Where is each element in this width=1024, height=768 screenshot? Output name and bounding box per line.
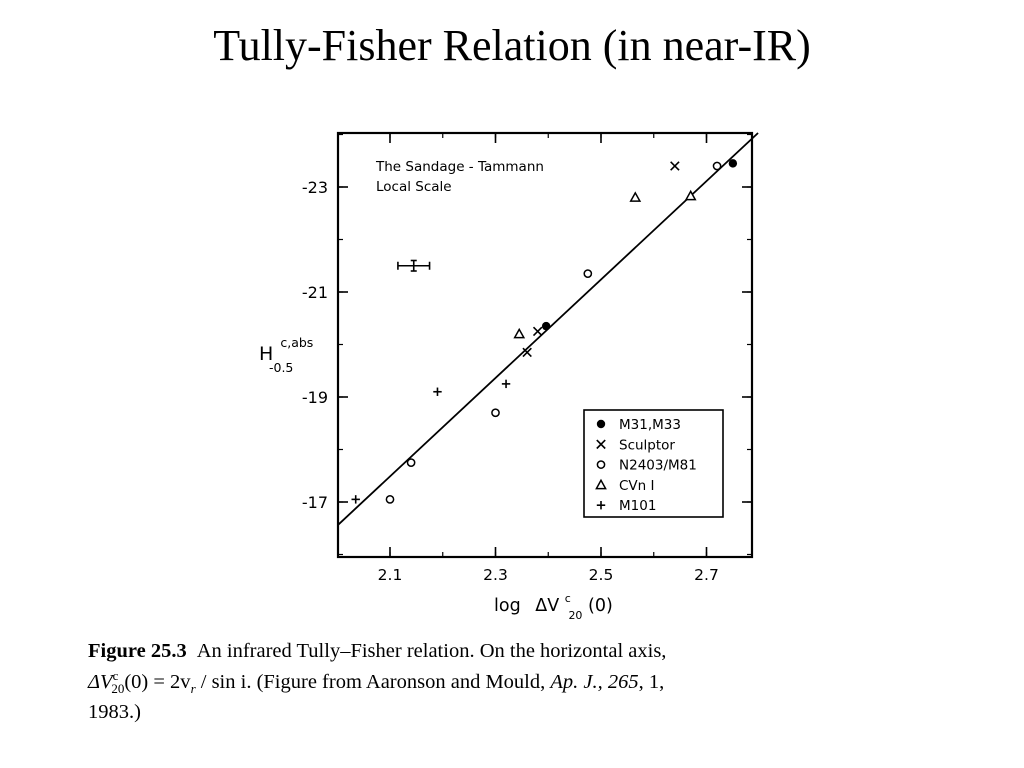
caption-math-2-sub: r [190,680,196,696]
marker-shape [491,408,500,418]
caption-text-3: , 1, [638,670,665,693]
legend-marker [596,460,606,469]
legend-label: N2403/M81 [619,458,697,474]
data-point [541,321,551,331]
caption-math-3: / sin i. [200,670,252,693]
y-axis-label-sub: -0.5 [269,360,293,375]
data-points [351,159,738,504]
caption-text-1: An infrared Tully–Fisher relation. On th… [196,640,667,662]
legend-entry: CVn I [595,478,655,494]
y-tick-label: -23 [302,178,328,197]
x-tick-label: 2.1 [378,566,403,584]
data-point [406,458,416,467]
data-point [433,387,442,396]
legend-box [583,409,724,518]
marker-shape [629,191,642,202]
legend-marker [596,501,606,510]
legend-marker [596,439,606,450]
data-point [351,495,360,504]
data-point [583,269,593,278]
marker-shape [595,478,607,490]
marker-shape [583,269,593,278]
legend-entry: M31,M33 [596,417,681,433]
x-axis-label: log ΔV c 20 (0) [494,587,613,624]
data-point [728,159,738,168]
data-point [501,379,511,389]
caption-text-2: (Figure from Aaronson and Mould, [256,670,546,693]
legend: M31,M33 Sculptor N2403/M81 CVn I M101 [583,409,724,518]
legend-entry: Sculptor [596,437,675,453]
y-axis-label-main: H [259,343,273,365]
data-point [491,408,500,418]
legend-label: M101 [619,498,656,514]
data-point [684,189,697,201]
x-tick-label: 2.5 [589,566,614,584]
annotation-line-2: Local Scale [376,179,452,195]
x-tick-label: 2.3 [483,566,508,584]
data-point [532,326,543,337]
x-axis-label-main: log [494,596,521,616]
data-point [522,347,532,358]
y-tick-label: -21 [302,283,328,302]
data-point [513,327,526,339]
marker-shape [513,327,526,339]
marker-shape [596,419,606,429]
marker-shape [728,159,738,168]
data-point [629,191,642,202]
caption-figure-label: Figure 25.3 [88,640,187,662]
caption-math-1: ΔVc20 [88,668,125,696]
marker-shape [596,460,606,469]
legend-entry: N2403/M81 [596,458,697,474]
marker-stroke [522,347,532,358]
caption-journal: Ap. J., [550,670,603,693]
caption-text-4: 1983.) [88,700,141,723]
legend-label: M31,M33 [619,417,681,433]
annotation-line-1: The Sandage - Tammann [375,159,544,175]
marker-stroke [532,326,543,337]
x-axis-label-arg: (0) [588,596,613,616]
marker-shape [541,321,551,331]
x-axis-label-sub: 20 [568,609,582,622]
y-tick-label: -17 [302,493,328,512]
caption-math-2: (0) = 2v [124,670,191,693]
marker-shape [684,189,697,201]
figure-caption: Figure 25.3 An infrared Tully–Fisher rel… [88,638,843,725]
legend-label: Sculptor [619,437,675,453]
data-point [670,161,680,171]
error-bar-group [397,259,431,272]
marker-stroke [596,439,606,450]
legend-marker [596,419,606,429]
legend-label: CVn I [619,478,655,494]
marker-stroke [670,161,680,171]
caption-volume: 265 [607,670,639,693]
axis-ticks: 2.1 2.3 2.5 2.7 -23 -21 -19 -17 [302,133,752,584]
data-point [385,495,395,504]
x-axis-label-sup: c [565,592,571,605]
legend-marker [595,478,607,490]
y-tick-label: -19 [302,388,328,407]
x-axis-label-symbol: ΔV [535,596,559,616]
slide-title: Tully-Fisher Relation (in near-IR) [213,21,811,70]
x-tick-label: 2.7 [694,566,719,584]
legend-entry: M101 [596,498,656,514]
marker-shape [406,458,416,467]
marker-shape [385,495,395,504]
data-point [712,161,722,171]
y-axis-label-sup: c,abs [280,335,313,350]
y-axis-label: H c,abs -0.5 [259,330,319,375]
marker-shape [712,161,722,171]
